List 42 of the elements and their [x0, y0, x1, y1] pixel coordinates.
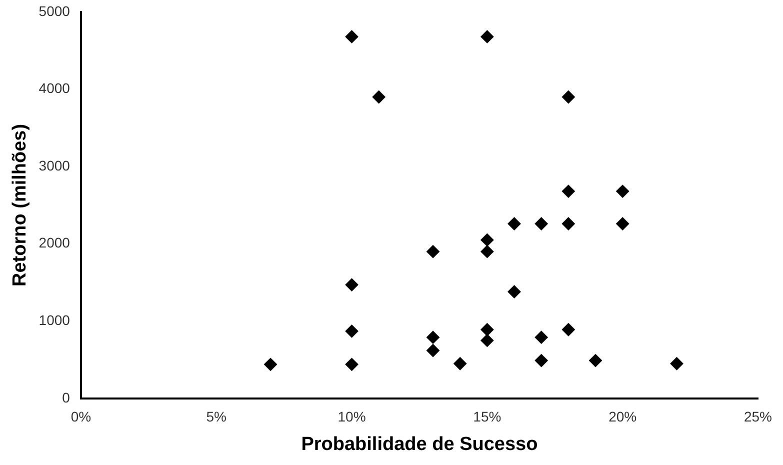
x-tick-label: 20%	[608, 408, 637, 425]
point	[372, 90, 386, 104]
x-tick-label: 25%	[744, 408, 772, 425]
point	[426, 330, 440, 344]
x-tick-label: 10%	[338, 408, 366, 425]
point	[616, 184, 630, 198]
point	[534, 330, 548, 344]
point	[534, 354, 548, 368]
point	[508, 285, 521, 298]
y-tick-label: 1000	[38, 312, 70, 328]
point	[562, 90, 575, 104]
y-axis-title: Retorno (milhões)	[10, 124, 31, 286]
point	[534, 217, 548, 230]
point	[480, 30, 494, 44]
point	[264, 358, 278, 371]
point	[562, 323, 575, 336]
point	[480, 233, 494, 246]
point	[562, 217, 575, 230]
point	[345, 278, 358, 292]
point	[616, 217, 630, 230]
y-tick-label: 2000	[38, 234, 70, 251]
point	[345, 30, 358, 44]
point	[454, 357, 467, 370]
point	[480, 245, 494, 258]
point	[589, 354, 602, 368]
x-tick-label: 5%	[206, 408, 226, 425]
point	[426, 245, 440, 258]
x-tick-label: 15%	[473, 408, 502, 425]
y-tick-label: 3000	[38, 157, 70, 174]
point	[562, 184, 575, 198]
point	[480, 323, 494, 336]
y-tick-label: 5000	[38, 2, 70, 19]
point	[345, 324, 358, 338]
y-tick-label: 0	[62, 389, 70, 406]
point	[480, 334, 494, 347]
point	[345, 358, 358, 371]
point	[508, 217, 521, 230]
point	[426, 344, 440, 357]
y-tick-label: 4000	[38, 80, 70, 96]
x-tick-label: 0%	[70, 408, 92, 425]
x-axis-title: Probabilidade de Sucesso	[301, 434, 538, 455]
point	[670, 357, 684, 370]
